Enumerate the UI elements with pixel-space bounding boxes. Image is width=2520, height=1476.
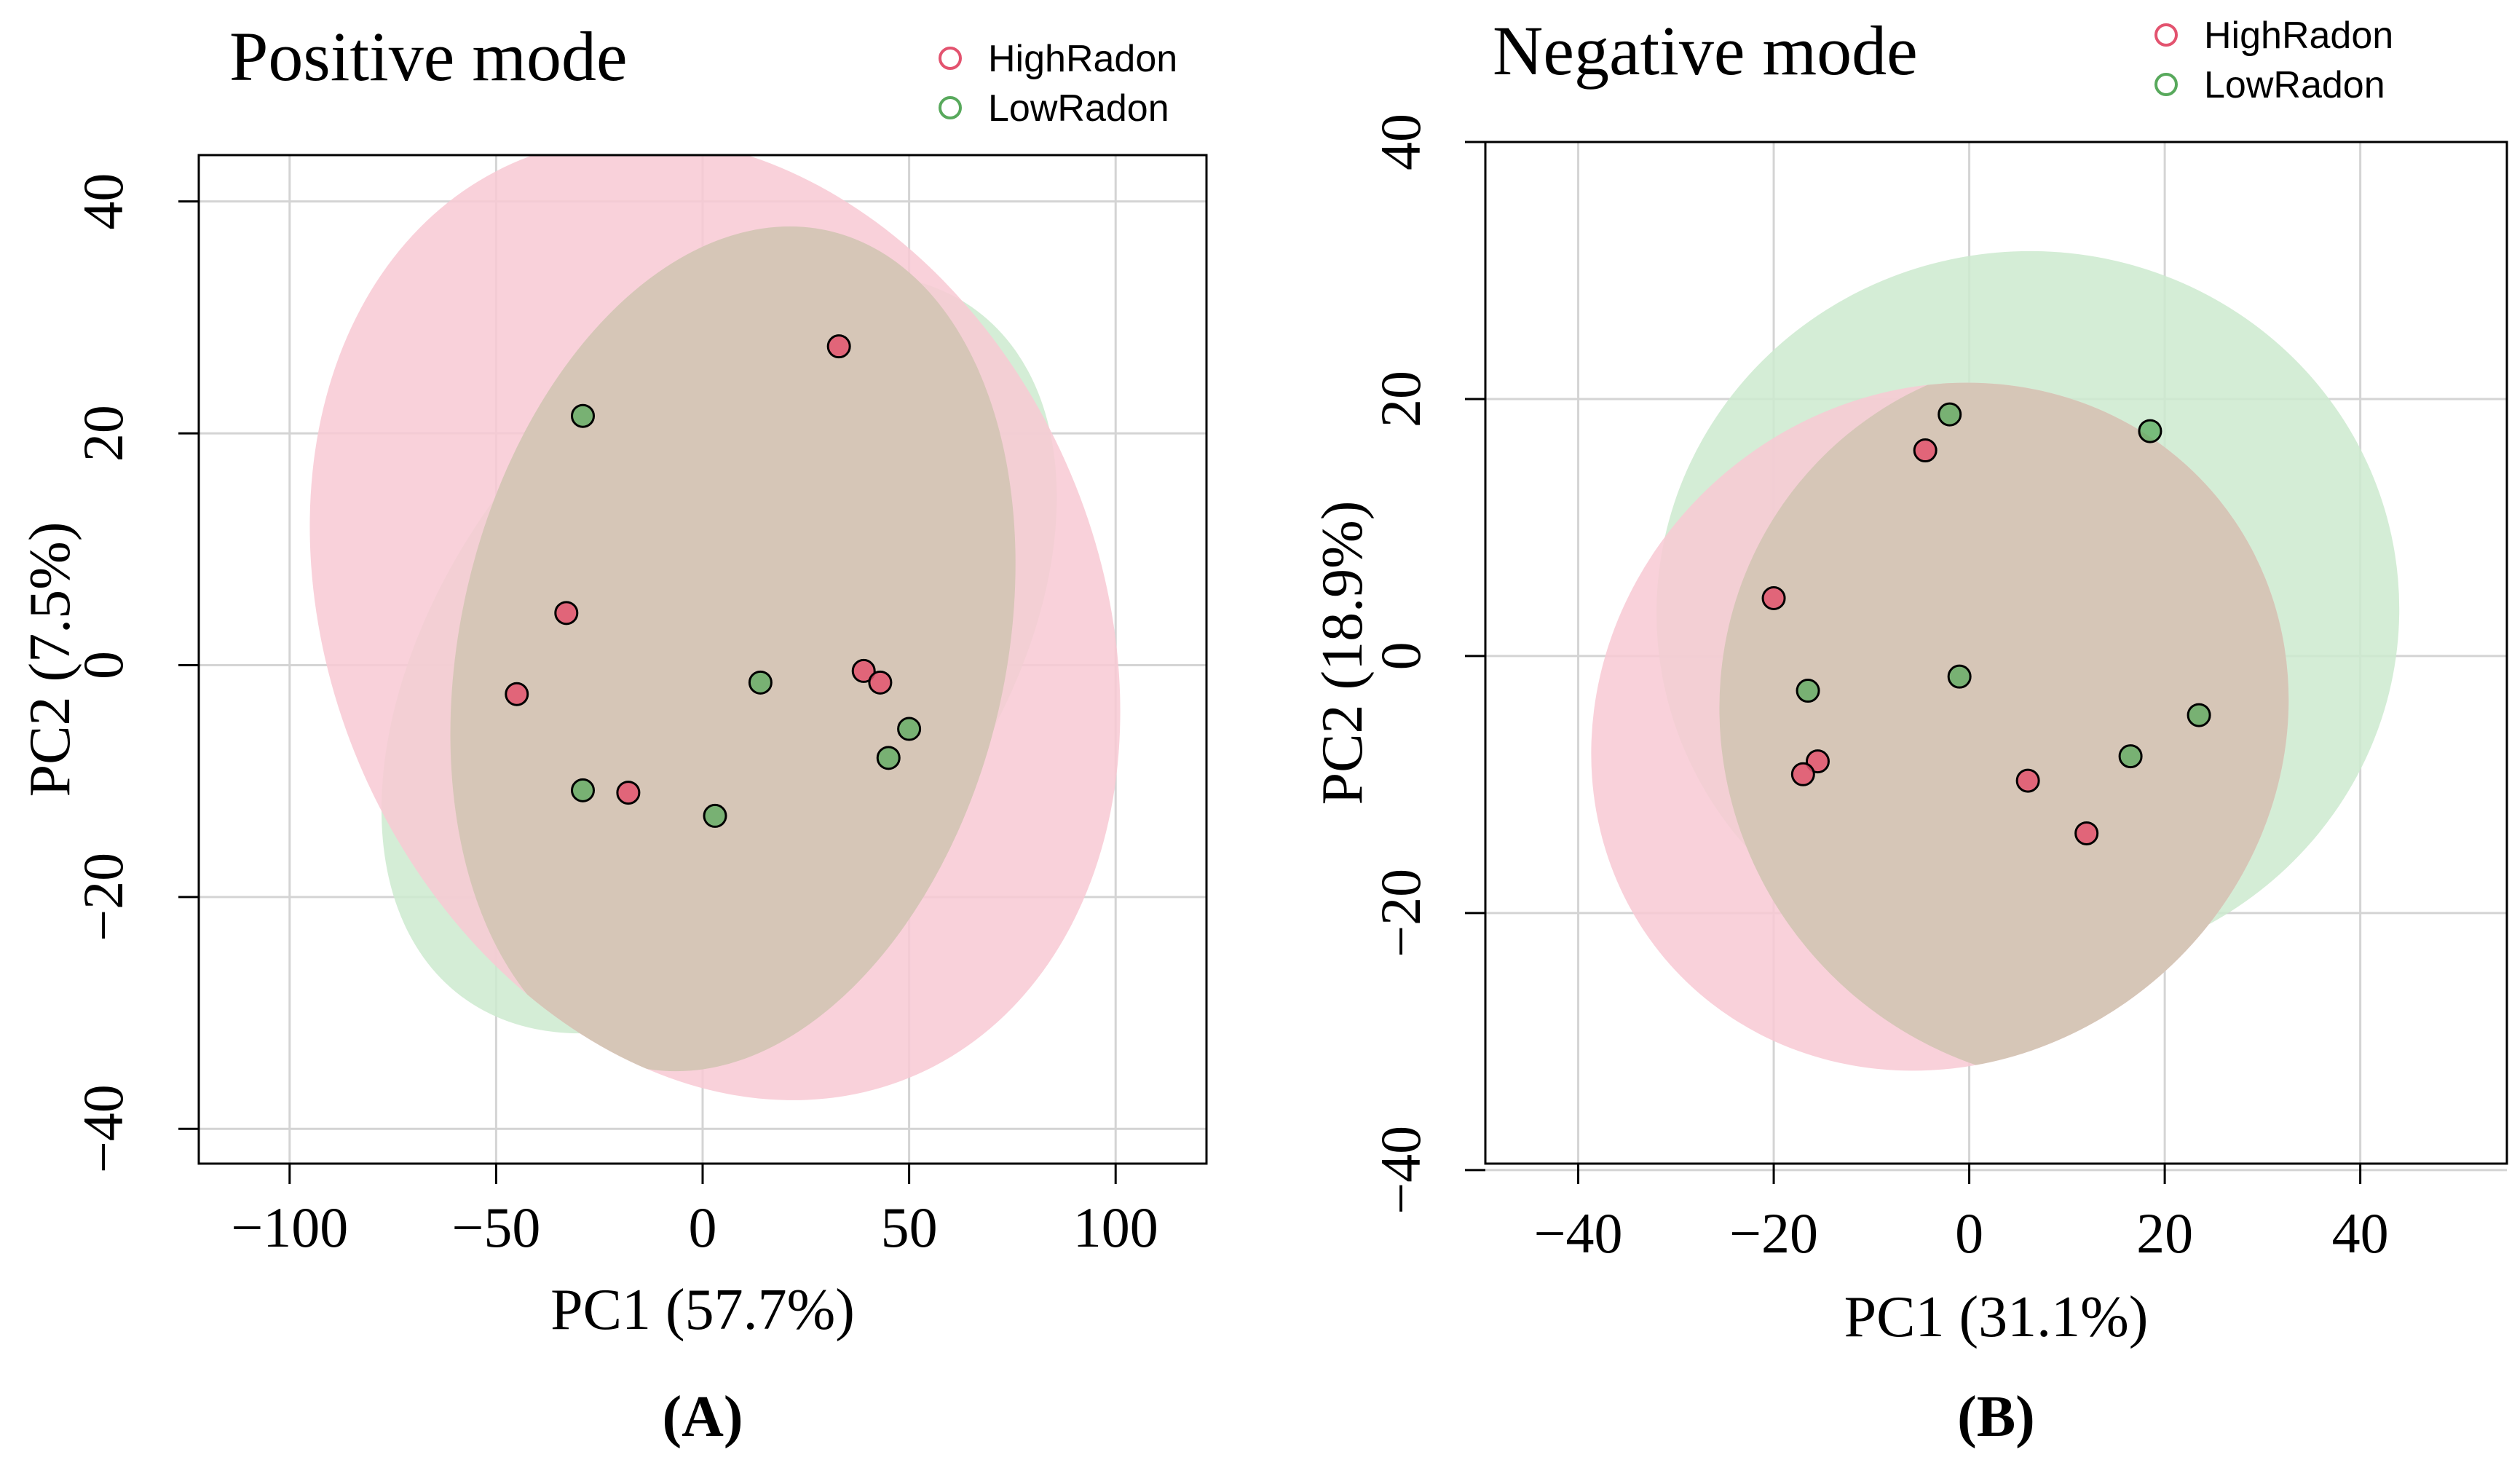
highradon-point bbox=[868, 670, 893, 695]
lowradon-legend-marker bbox=[939, 96, 962, 119]
highradon-point bbox=[1761, 585, 1786, 610]
lowradon-point bbox=[1947, 664, 1972, 689]
y-tick-label: 0 bbox=[1369, 642, 1432, 670]
confidence-ellipses bbox=[309, 155, 1121, 1100]
legend: HighRadon LowRadon bbox=[939, 38, 1177, 130]
lowradon-point bbox=[2138, 419, 2162, 443]
highradon-point bbox=[1790, 762, 1815, 786]
confidence-ellipses bbox=[1591, 250, 2400, 1071]
x-tick-label: 50 bbox=[881, 1196, 938, 1259]
x-tick-label: 100 bbox=[1073, 1196, 1158, 1259]
lowradon-point bbox=[2187, 703, 2211, 727]
lowradon-point bbox=[703, 803, 727, 828]
data-points bbox=[1761, 402, 2211, 845]
lowradon-point bbox=[897, 717, 922, 741]
legend-label: LowRadon bbox=[988, 87, 1169, 130]
data-points bbox=[505, 334, 922, 828]
y-tick-label: 20 bbox=[71, 405, 135, 462]
y-tick-label: 40 bbox=[71, 173, 135, 230]
y-tick-label: 20 bbox=[1369, 371, 1432, 427]
y-axis-title: PC2 (7.5%) bbox=[18, 522, 82, 797]
highradon-legend-marker bbox=[2154, 23, 2178, 47]
y-tick-label: −40 bbox=[1369, 1126, 1432, 1215]
lowradon-point bbox=[1796, 679, 1820, 703]
highradon-legend-marker bbox=[939, 47, 962, 70]
lowradon-point bbox=[876, 746, 901, 770]
highradon-point bbox=[505, 682, 529, 706]
highradon-point bbox=[2015, 768, 2040, 793]
lowradon-legend-marker bbox=[2154, 73, 2178, 96]
legend-label: HighRadon bbox=[988, 38, 1177, 80]
y-axis-title: PC2 (18.9%) bbox=[1311, 501, 1375, 805]
chart-title: Negative mode bbox=[1493, 12, 1918, 90]
legend-label: LowRadon bbox=[2204, 64, 2385, 106]
y-tick-label: −20 bbox=[71, 853, 135, 942]
lowradon-point bbox=[748, 670, 773, 695]
x-tick-label: −50 bbox=[451, 1196, 540, 1259]
lowradon-point bbox=[2118, 744, 2143, 769]
panel-a: −100 −50 0 50 100 −40 −20 0 20 40 PC1 (57.7%) PC2 (… bbox=[18, 17, 1208, 1449]
legend-label: HighRadon bbox=[2204, 15, 2393, 57]
y-tick-label: 0 bbox=[71, 651, 135, 679]
x-tick-label: −40 bbox=[1534, 1201, 1623, 1265]
panel-b: −40 −20 0 20 40 −40 −20 0 20 40 PC1 (31.1%) PC2 (18… bbox=[1311, 12, 2508, 1449]
x-tick-label: −20 bbox=[1729, 1201, 1818, 1265]
panel-label: (B) bbox=[1957, 1385, 2035, 1449]
y-tick-label: −40 bbox=[71, 1084, 135, 1173]
x-axis-title: PC1 (57.7%) bbox=[550, 1278, 855, 1342]
y-tick-label: 40 bbox=[1369, 114, 1432, 170]
highradon-point bbox=[851, 658, 876, 683]
x-tick-label: 0 bbox=[1955, 1201, 1983, 1265]
x-tick-label: −100 bbox=[231, 1196, 348, 1259]
highradon-point bbox=[826, 334, 851, 359]
x-axis-title: PC1 (31.1%) bbox=[1844, 1285, 2149, 1349]
highradon-point bbox=[554, 601, 579, 625]
highradon-point bbox=[1913, 438, 1938, 463]
chart-title: Positive mode bbox=[229, 17, 628, 95]
legend: HighRadon LowRadon bbox=[2154, 15, 2393, 106]
x-tick-label: 0 bbox=[689, 1196, 717, 1259]
lowradon-point bbox=[571, 778, 596, 802]
panel-label: (A) bbox=[662, 1385, 743, 1449]
y-tick-label: −20 bbox=[1369, 869, 1432, 958]
highradon-point bbox=[2074, 821, 2099, 845]
x-tick-label: 20 bbox=[2136, 1201, 2193, 1265]
highradon-point bbox=[616, 781, 641, 805]
lowradon-point bbox=[571, 403, 596, 428]
lowradon-point bbox=[1938, 402, 1962, 427]
plot-frame bbox=[1484, 141, 2508, 1165]
x-tick-label: 40 bbox=[2332, 1201, 2389, 1265]
